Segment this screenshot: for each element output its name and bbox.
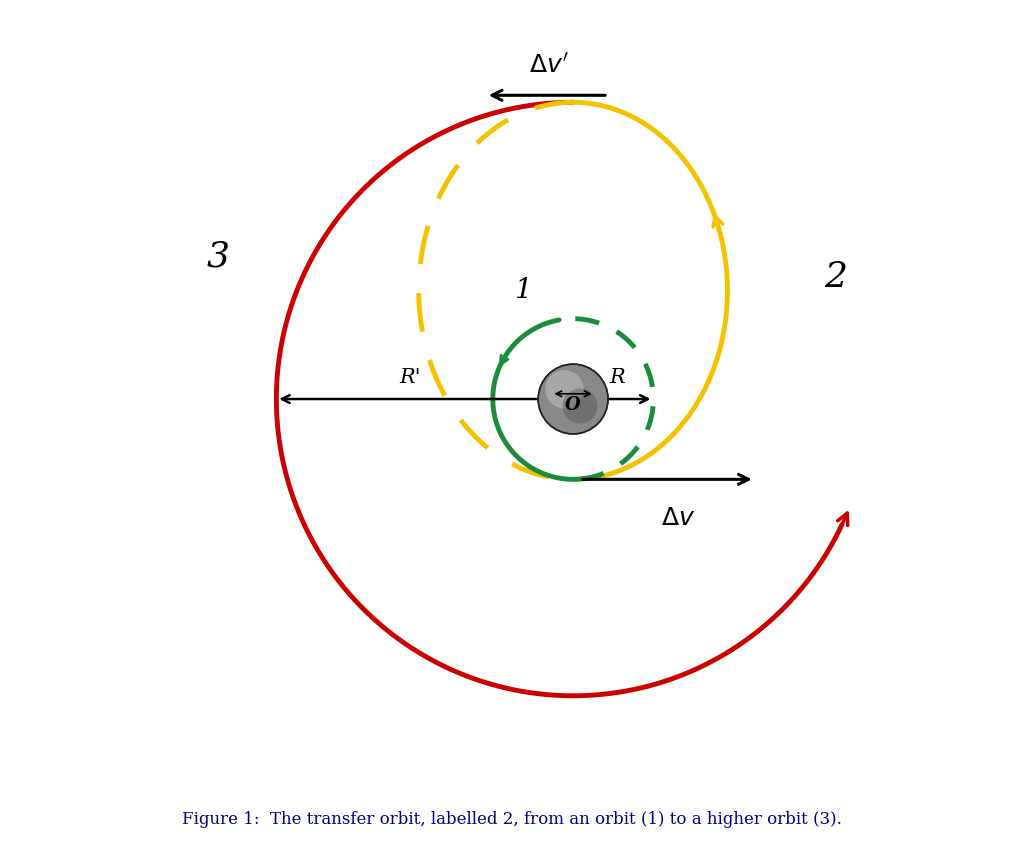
Text: Figure 1:  The transfer orbit, labelled 2, from an orbit (1) to a higher orbit (: Figure 1: The transfer orbit, labelled 2… xyxy=(182,811,842,828)
Text: O: O xyxy=(565,396,581,414)
Text: R': R' xyxy=(399,368,421,387)
Circle shape xyxy=(539,364,608,434)
Text: $\Delta v'$: $\Delta v'$ xyxy=(528,53,568,78)
Text: 1: 1 xyxy=(514,277,531,304)
Circle shape xyxy=(545,370,584,408)
Circle shape xyxy=(562,389,598,424)
Text: $\Delta v$: $\Delta v$ xyxy=(660,507,695,531)
Text: 2: 2 xyxy=(824,261,848,295)
Text: R: R xyxy=(609,368,625,387)
Text: 3: 3 xyxy=(207,239,229,273)
